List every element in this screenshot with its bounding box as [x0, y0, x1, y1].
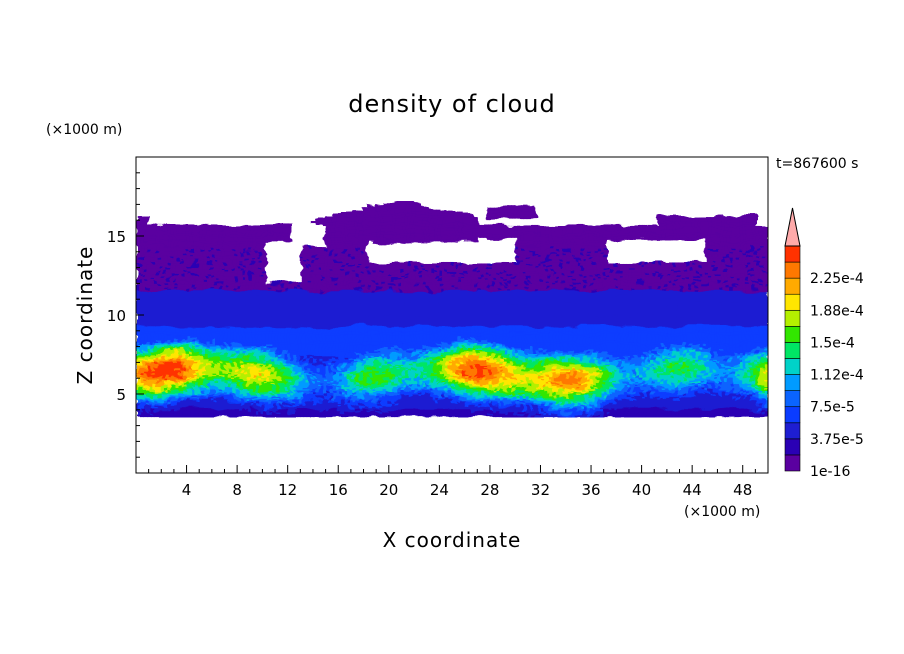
- y-tick-label: 5: [116, 386, 126, 404]
- x-tick-label: 4: [182, 481, 192, 499]
- x-tick-label: 36: [581, 481, 600, 499]
- colorbar-segment: [785, 294, 800, 310]
- colorbar-tick-label: 1.5e-4: [810, 335, 855, 351]
- x-tick-label: 44: [683, 481, 702, 499]
- x-unit-label: (×1000 m): [684, 504, 760, 520]
- colorbar-segment: [785, 407, 800, 423]
- density-field: [136, 201, 769, 417]
- x-tick-label: 24: [430, 481, 449, 499]
- colorbar-overflow-triangle: [785, 208, 800, 246]
- colorbar: 1e-16 3.75e-5 7.5e-5 1.12e-4 1.5e-4 1.88e-4 2.…: [785, 208, 864, 480]
- colorbar-segment: [785, 375, 800, 391]
- colorbar-tick-label: 1.88e-4: [810, 303, 864, 319]
- chart-title: density of cloud: [348, 90, 555, 118]
- colorbar-segment: [785, 342, 800, 358]
- x-tick-label: 32: [531, 481, 550, 499]
- colorbar-segment: [785, 246, 800, 262]
- colorbar-segment: [785, 439, 800, 455]
- y-tick-label: 15: [107, 228, 126, 246]
- colorbar-segment: [785, 310, 800, 326]
- y-tick-label: 10: [107, 307, 126, 325]
- colorbar-segment: [785, 391, 800, 407]
- x-tick-label: 40: [632, 481, 651, 499]
- x-tick-label: 16: [329, 481, 348, 499]
- colorbar-segment: [785, 423, 800, 439]
- colorbar-tick-label: 1e-16: [810, 464, 850, 480]
- colorbar-segment: [785, 278, 800, 294]
- colorbar-tick-label: 1.12e-4: [810, 368, 864, 384]
- x-axis-label: X coordinate: [383, 528, 522, 552]
- colorbar-segment: [785, 455, 800, 471]
- x-axis: 4 8 12 16 20 24 28 32 36 40 44 48: [149, 465, 756, 499]
- x-tick-label: 8: [232, 481, 242, 499]
- x-tick-label: 12: [278, 481, 297, 499]
- x-tick-label: 20: [379, 481, 398, 499]
- colorbar-tick-label: 7.5e-5: [810, 400, 855, 416]
- colorbar-segment: [785, 262, 800, 278]
- colorbar-tick-label: 2.25e-4: [810, 271, 864, 287]
- colorbar-segment: [785, 326, 800, 342]
- y-unit-label: (×1000 m): [46, 122, 122, 138]
- y-axis-label: Z coordinate: [73, 246, 97, 385]
- x-tick-label: 48: [733, 481, 752, 499]
- x-tick-label: 28: [480, 481, 499, 499]
- colorbar-segment: [785, 359, 800, 375]
- colorbar-tick-label: 3.75e-5: [810, 432, 864, 448]
- time-label: t=867600 s: [776, 156, 858, 172]
